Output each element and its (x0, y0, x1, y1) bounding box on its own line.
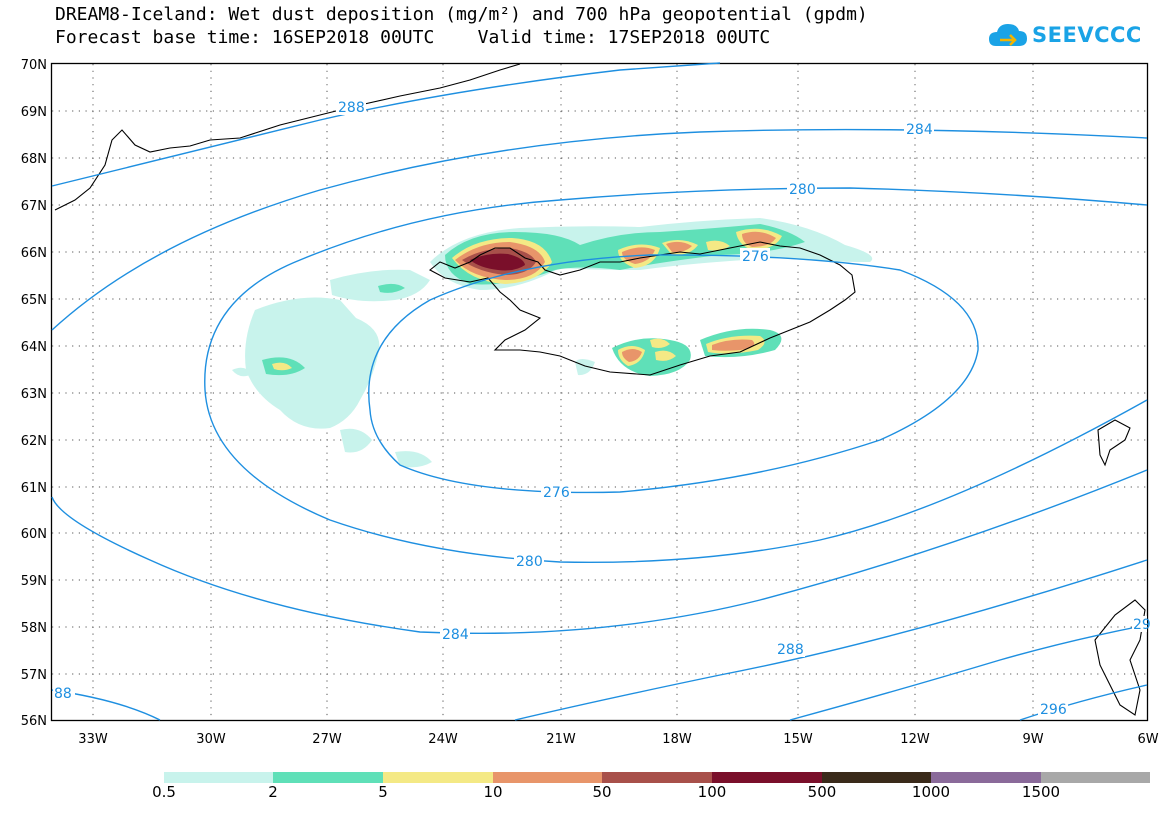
contour-labels: 288 284 280 276 276 280 284 288 296 88 2… (53, 99, 1151, 718)
contour-label: 276 (742, 249, 769, 265)
lat-label: 67N (21, 199, 47, 214)
lon-label: 18W (662, 732, 692, 747)
lat-label: 62N (21, 434, 47, 449)
lat-label: 70N (21, 58, 47, 73)
lat-label: 68N (21, 152, 47, 167)
lon-label: 21W (546, 732, 576, 747)
contour-label: 284 (442, 627, 469, 643)
contour-label: 284 (906, 122, 933, 138)
lat-label: 58N (21, 621, 47, 636)
legend-swatch (493, 772, 602, 783)
lon-label: 24W (428, 732, 458, 747)
legend-label: 0.5 (152, 783, 176, 801)
lon-label: 30W (196, 732, 226, 747)
map-frame (50, 62, 1149, 722)
lat-label: 60N (21, 527, 47, 542)
lat-label: 61N (21, 481, 47, 496)
contour-label: 288 (338, 100, 365, 116)
coastlines (54, 63, 1146, 716)
lat-label: 56N (21, 714, 47, 729)
chart-subtitle: Forecast base time: 16SEP2018 00UTC Vali… (55, 27, 771, 48)
contour-label: 29 (1133, 617, 1151, 633)
legend-swatch (712, 772, 822, 783)
lat-label: 66N (21, 246, 47, 261)
legend-label: 500 (807, 783, 837, 801)
legend-label: 1500 (1021, 783, 1061, 801)
legend-swatch (383, 772, 493, 783)
legend-swatch (164, 772, 273, 783)
legend-swatch (273, 772, 383, 783)
legend-label: 50 (592, 783, 612, 801)
contour-label: 296 (1040, 702, 1067, 718)
geopotential-contours (51, 62, 1148, 721)
contour-label: 280 (516, 554, 543, 570)
lat-label: 65N (21, 293, 47, 308)
lat-label: 64N (21, 340, 47, 355)
contour-label: 88 (54, 686, 72, 702)
lat-label: 69N (21, 105, 47, 120)
chart-title: DREAM8-Iceland: Wet dust deposition (mg/… (55, 4, 868, 25)
longitude-labels: 33W 30W 27W 24W 21W 18W 15W 12W 9W 6W (78, 732, 1158, 747)
lat-label: 63N (21, 387, 47, 402)
legend-label: 10 (483, 783, 503, 801)
lon-label: 33W (78, 732, 108, 747)
dust-deposition-field (232, 218, 873, 468)
lat-label: 59N (21, 574, 47, 589)
seevccc-logo: SEEVCCC (988, 20, 1142, 50)
grid (52, 64, 1147, 720)
contour-label: 276 (543, 485, 570, 501)
contour-label: 288 (777, 642, 804, 658)
legend-label: 5 (378, 783, 388, 801)
lon-label: 12W (900, 732, 930, 747)
lon-label: 6W (1137, 732, 1158, 747)
legend-label: 1000 (911, 783, 951, 801)
legend-label: 2 (268, 783, 278, 801)
lon-label: 15W (783, 732, 813, 747)
legend-swatch (822, 772, 931, 783)
lat-label: 57N (21, 668, 47, 683)
logo-text: SEEVCCC (1032, 23, 1142, 47)
latitude-labels: 70N 69N 68N 67N 66N 65N 64N 63N 62N 61N … (21, 58, 47, 729)
lon-label: 9W (1022, 732, 1043, 747)
contour-label: 280 (789, 182, 816, 198)
legend-swatch (1041, 772, 1150, 783)
lon-label: 27W (312, 732, 342, 747)
legend-label: 100 (697, 783, 727, 801)
cloud-icon (989, 24, 1027, 46)
legend-swatch (931, 772, 1041, 783)
legend-swatch (602, 772, 712, 783)
